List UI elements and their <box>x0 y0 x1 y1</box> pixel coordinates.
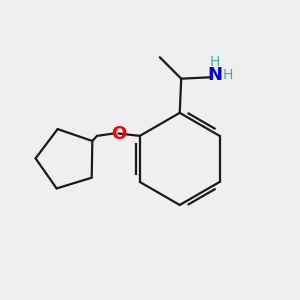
Text: O: O <box>111 124 126 142</box>
Text: H: H <box>223 68 233 82</box>
Text: H: H <box>210 55 220 69</box>
Text: N: N <box>207 66 222 84</box>
